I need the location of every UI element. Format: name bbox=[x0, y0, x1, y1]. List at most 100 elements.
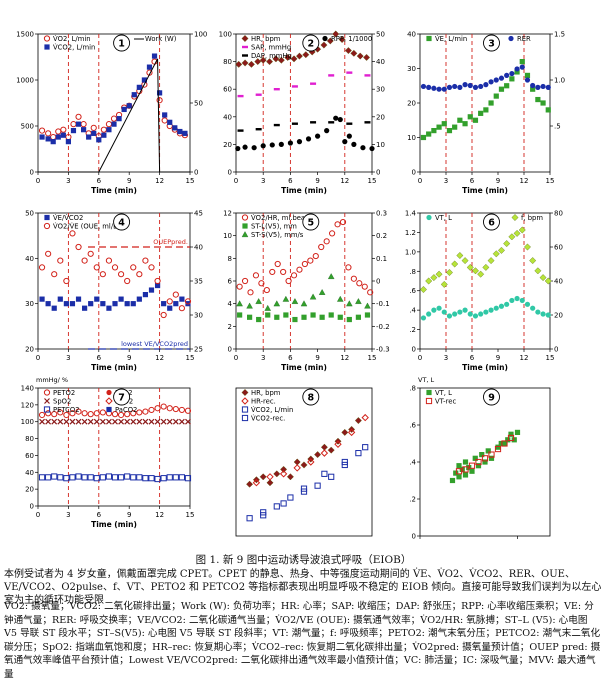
data-point bbox=[235, 60, 243, 68]
data-point bbox=[273, 123, 280, 127]
data-point bbox=[291, 298, 299, 304]
data-point bbox=[445, 269, 453, 276]
data-point bbox=[483, 82, 489, 88]
data-point bbox=[124, 418, 131, 425]
series-8-1 bbox=[252, 413, 369, 487]
data-point bbox=[69, 301, 76, 307]
data-point bbox=[237, 94, 244, 98]
panel-number: 8 bbox=[307, 393, 314, 404]
legend-label: V̇E/V̇CO2 bbox=[53, 214, 83, 222]
y-tick-label: 0 bbox=[412, 346, 416, 354]
data-point bbox=[256, 316, 262, 323]
chart-panel-9: 0300.2.4.6.8V̇E, (L/min)VT, LVT, LVT-rec… bbox=[409, 376, 551, 541]
data-point bbox=[420, 315, 427, 321]
legend-swatch bbox=[426, 389, 432, 396]
data-point bbox=[82, 305, 88, 311]
x-tick-label: 3 bbox=[444, 177, 448, 185]
abbreviation-paragraph: V̇O2: 摄氧量；V̇CO2: 二氧化碳排出量；Work (W): 负荷功率；… bbox=[4, 601, 601, 680]
data-point bbox=[252, 272, 260, 279]
y-tick-label: 0 bbox=[412, 533, 416, 541]
legend-label: SAP, mmHg bbox=[251, 44, 291, 52]
data-point bbox=[111, 474, 119, 481]
data-point bbox=[539, 274, 547, 282]
panel-number-badge bbox=[302, 34, 320, 52]
data-point bbox=[269, 268, 276, 276]
data-point bbox=[172, 418, 179, 425]
x-tick-label: 12 bbox=[340, 177, 349, 185]
data-point bbox=[456, 463, 462, 469]
y-tick-label: .6 bbox=[409, 287, 416, 295]
data-point bbox=[154, 418, 161, 425]
data-point bbox=[247, 60, 255, 68]
series-6-1 bbox=[419, 226, 552, 293]
data-point bbox=[326, 37, 334, 45]
data-point bbox=[167, 305, 173, 311]
data-point bbox=[235, 145, 241, 152]
data-point bbox=[337, 116, 343, 123]
data-point bbox=[273, 470, 281, 478]
data-point bbox=[136, 84, 142, 90]
y-tick-label: 120 bbox=[21, 401, 34, 409]
chart-panel-3: 0 3 6 9 12 15 0 10 20 30 40 .5 1.0 1.5 Time (min) V̇E, … bbox=[407, 31, 565, 196]
panel-number-badge bbox=[483, 388, 500, 406]
data-point bbox=[457, 84, 463, 90]
legend-entry: V̇O2/HR, ml.beat⁻¹ bbox=[241, 214, 314, 222]
data-point bbox=[266, 58, 274, 66]
data-point bbox=[318, 289, 326, 295]
data-point bbox=[118, 296, 124, 302]
legend-swatch bbox=[43, 389, 51, 396]
data-point bbox=[105, 473, 113, 480]
data-point bbox=[540, 311, 546, 317]
legend-entry: HR, bpm bbox=[241, 35, 281, 43]
data-point bbox=[178, 406, 185, 414]
panel-number: 4 bbox=[118, 218, 125, 229]
legend-label: PETCO2 bbox=[53, 406, 80, 414]
legend-swatch bbox=[511, 214, 519, 221]
data-point bbox=[38, 264, 46, 271]
data-point bbox=[142, 257, 149, 264]
data-point bbox=[300, 461, 308, 469]
x-tick-label: 0 bbox=[418, 177, 422, 185]
data-point bbox=[63, 411, 70, 419]
data-point bbox=[362, 444, 369, 451]
data-point bbox=[57, 296, 63, 302]
series-7-1 bbox=[39, 418, 191, 425]
data-point bbox=[469, 468, 475, 474]
data-point bbox=[242, 144, 248, 150]
data-point bbox=[286, 473, 294, 481]
y-tick-label: 0 bbox=[30, 169, 34, 177]
data-point bbox=[69, 230, 76, 237]
series-7-2 bbox=[38, 473, 192, 483]
data-point bbox=[65, 139, 71, 145]
y-tick-label: 4 bbox=[228, 300, 233, 308]
data-point bbox=[154, 277, 161, 285]
x-tick-label: 15 bbox=[546, 177, 555, 185]
data-point bbox=[285, 277, 292, 285]
data-point bbox=[456, 252, 464, 259]
data-point bbox=[493, 93, 499, 99]
y-tick-label: 40 bbox=[25, 255, 34, 263]
y2-tick-label: .5 bbox=[554, 123, 561, 131]
data-point bbox=[51, 305, 57, 311]
data-point bbox=[38, 411, 46, 419]
data-point bbox=[534, 267, 542, 275]
data-point bbox=[75, 418, 82, 425]
data-point bbox=[498, 303, 505, 309]
data-point bbox=[136, 418, 143, 425]
legend-label: ST-S(V5), mm/s bbox=[251, 231, 304, 239]
data-point bbox=[99, 418, 106, 425]
data-point bbox=[251, 145, 257, 151]
data-point bbox=[498, 86, 505, 92]
legend-label: V̇O2/HR, ml.beat⁻¹ bbox=[251, 214, 314, 222]
data-point bbox=[467, 114, 473, 120]
data-point bbox=[273, 503, 280, 510]
data-point bbox=[295, 52, 303, 60]
data-point bbox=[436, 86, 442, 92]
legend-label: RPP, 1/1000 bbox=[331, 35, 372, 43]
legend-entry: V̇CO2, L/min bbox=[241, 406, 293, 414]
data-point bbox=[503, 240, 511, 248]
data-point bbox=[364, 302, 371, 309]
data-point bbox=[237, 129, 244, 132]
legend-swatch bbox=[43, 406, 51, 413]
data-point bbox=[45, 410, 52, 417]
